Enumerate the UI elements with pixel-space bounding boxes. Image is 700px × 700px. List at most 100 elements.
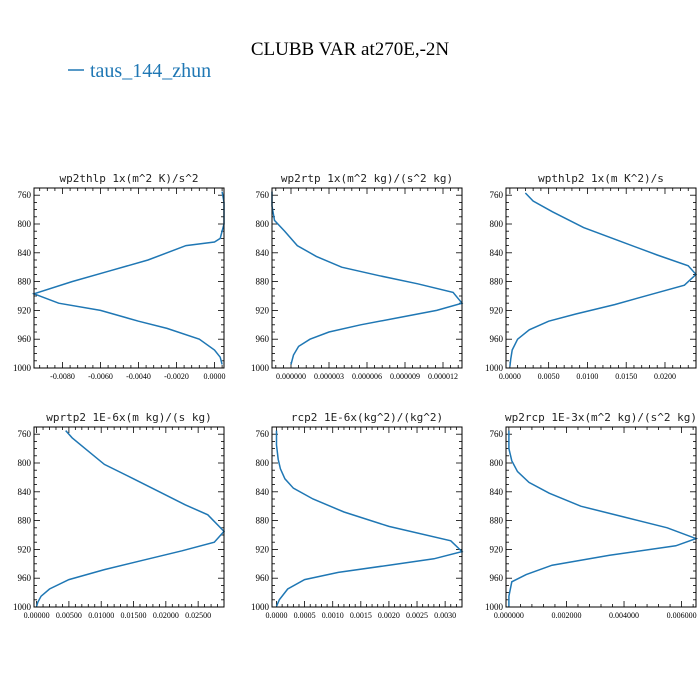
y-tick-label: 920 <box>490 544 504 554</box>
series-line <box>275 430 464 607</box>
x-tick-label: 0.0000 <box>204 372 226 381</box>
y-tick-label: 1000 <box>485 602 504 612</box>
x-tick-label: 0.0005 <box>294 611 316 620</box>
y-tick-label: 800 <box>490 458 504 468</box>
x-tick-label: 0.000003 <box>314 372 344 381</box>
series-line <box>271 191 464 365</box>
series-line <box>35 430 226 607</box>
y-tick-label: 800 <box>256 219 270 229</box>
y-tick-label: 960 <box>490 334 504 344</box>
x-tick-label: 0.01500 <box>121 611 147 620</box>
panel-title: wp2rtp 1x(m^2 kg)/(s^2 kg) <box>281 172 453 185</box>
y-tick-label: 1000 <box>485 363 504 373</box>
x-tick-label: 0.0000 <box>265 611 287 620</box>
y-tick-label: 920 <box>18 544 32 554</box>
series-line <box>509 192 698 367</box>
panel-title: rcp2 1E-6x(kg^2)/(kg^2) <box>291 411 443 424</box>
y-tick-label: 840 <box>490 487 504 497</box>
figure-title: CLUBB VAR at270E,-2N <box>251 39 450 60</box>
x-tick-label: 0.0000 <box>499 372 521 381</box>
y-tick-label: 840 <box>256 487 270 497</box>
y-tick-label: 960 <box>256 334 270 344</box>
y-tick-label: 840 <box>490 248 504 258</box>
legend: taus_144_zhun <box>68 60 211 82</box>
x-tick-label: 0.00000 <box>24 611 50 620</box>
panel-2: wp2rtp 1x(m^2 kg)/(s^2 kg) 760 800 840 880 92… <box>251 172 464 381</box>
y-tick-label: 760 <box>256 429 270 439</box>
panel-title: wp2rcp 1E-3x(m^2 kg)/(s^2 kg) <box>505 411 697 424</box>
series-line <box>31 191 225 365</box>
y-tick-label: 960 <box>256 573 270 583</box>
x-tick-label: 0.00500 <box>56 611 82 620</box>
x-tick-label: 0.006000 <box>667 611 697 620</box>
y-tick-label: 880 <box>256 516 270 526</box>
y-tick-label: 760 <box>18 190 32 200</box>
panel-3: wpthlp2 1x(m K^2)/s 760 800 840 880 920 960 100… <box>485 172 698 381</box>
x-tick-label: 0.0025 <box>406 611 428 620</box>
x-tick-label: 0.000006 <box>352 372 382 381</box>
y-tick-label: 880 <box>490 516 504 526</box>
x-tick-label: 0.000012 <box>428 372 458 381</box>
y-tick-label: 760 <box>256 190 270 200</box>
axes-frame <box>33 426 225 608</box>
y-tick-label: 800 <box>18 219 32 229</box>
axes-frame <box>271 187 463 369</box>
y-tick-label: 960 <box>18 334 32 344</box>
x-tick-label: 0.0100 <box>576 372 598 381</box>
x-tick-label: 0.02000 <box>153 611 179 620</box>
x-tick-label: 0.0030 <box>434 611 456 620</box>
x-tick-label: -0.0060 <box>88 372 113 381</box>
x-tick-label: 0.0150 <box>615 372 637 381</box>
legend-label: taus_144_zhun <box>90 60 211 82</box>
panel-6: wp2rcp 1E-3x(m^2 kg)/(s^2 kg)760 800 840 88… <box>485 411 699 620</box>
y-tick-label: 960 <box>490 573 504 583</box>
x-tick-label: 0.004000 <box>609 611 639 620</box>
series-line <box>508 430 699 607</box>
x-tick-label: 0.0020 <box>378 611 400 620</box>
panel-4: wprtp2 1E-6x(m kg)/(s kg) 760 800 840 880 920… <box>13 411 226 620</box>
x-tick-label: 0.002000 <box>551 611 581 620</box>
y-tick-label: 880 <box>256 277 270 287</box>
panel-title: wp2thlp 1x(m^2 K)/s^2 <box>59 172 198 185</box>
y-tick-label: 960 <box>18 573 32 583</box>
y-tick-label: 840 <box>256 248 270 258</box>
axes-frame <box>33 187 225 369</box>
axes-frame <box>271 426 463 608</box>
y-tick-label: 1000 <box>13 363 32 373</box>
y-tick-label: 760 <box>490 190 504 200</box>
x-tick-label: 0.0200 <box>654 372 676 381</box>
y-tick-label: 1000 <box>251 602 270 612</box>
x-tick-label: -0.0040 <box>126 372 151 381</box>
x-tick-label: 0.0050 <box>538 372 560 381</box>
y-tick-label: 880 <box>490 277 504 287</box>
y-tick-label: 1000 <box>251 363 270 373</box>
y-tick-label: 800 <box>18 458 32 468</box>
panel-title: wprtp2 1E-6x(m kg)/(s kg) <box>46 411 212 424</box>
y-tick-label: 880 <box>18 277 32 287</box>
y-tick-label: 840 <box>18 248 32 258</box>
x-tick-label: 0.000000 <box>494 611 524 620</box>
panel-title: wpthlp2 1x(m K^2)/s <box>538 172 664 185</box>
x-tick-label: 0.02500 <box>185 611 211 620</box>
x-tick-label: -0.0080 <box>50 372 75 381</box>
y-tick-label: 800 <box>256 458 270 468</box>
y-tick-label: 920 <box>490 305 504 315</box>
panel-1: wp2thlp 1x(m^2 K)/s^2 760 800 840 880 920 960 1… <box>13 172 226 381</box>
x-tick-label: -0.0020 <box>164 372 189 381</box>
y-tick-label: 920 <box>256 544 270 554</box>
y-tick-label: 920 <box>256 305 270 315</box>
x-tick-label: 0.01000 <box>88 611 114 620</box>
panels: wp2thlp 1x(m^2 K)/s^2 760 800 840 880 920 960 1… <box>13 172 699 620</box>
y-tick-label: 1000 <box>13 602 32 612</box>
y-tick-label: 920 <box>18 305 32 315</box>
y-tick-label: 760 <box>490 429 504 439</box>
y-tick-label: 800 <box>490 219 504 229</box>
x-tick-label: 0.0015 <box>350 611 372 620</box>
panel-5: rcp2 1E-6x(kg^2)/(kg^2) 760 800 840 880 920 96… <box>251 411 464 620</box>
y-tick-label: 880 <box>18 516 32 526</box>
y-tick-label: 760 <box>18 429 32 439</box>
x-tick-label: 0.0010 <box>322 611 344 620</box>
y-tick-label: 840 <box>18 487 32 497</box>
x-tick-label: 0.000000 <box>276 372 306 381</box>
